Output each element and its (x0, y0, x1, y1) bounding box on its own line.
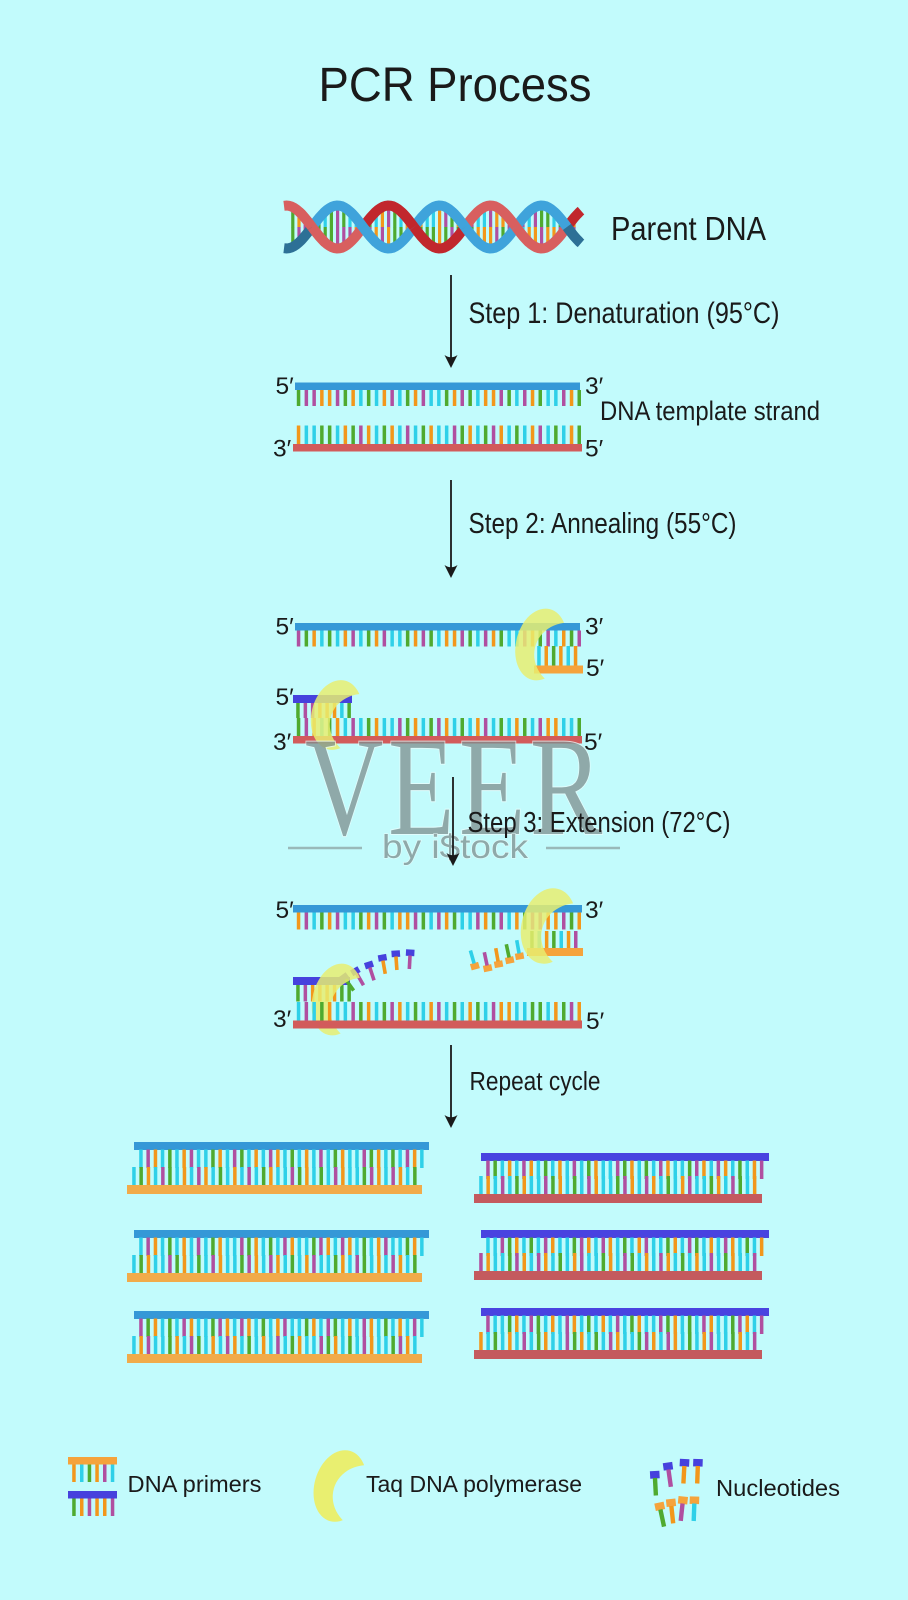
svg-text:3′: 3′ (273, 729, 292, 756)
svg-text:5′: 5′ (276, 897, 295, 924)
svg-text:5′: 5′ (585, 436, 604, 463)
svg-text:3′: 3′ (273, 1006, 292, 1033)
svg-text:by i$tock: by i$tock (382, 828, 529, 865)
svg-text:DNA primers: DNA primers (128, 1471, 262, 1497)
svg-text:3′: 3′ (273, 436, 292, 463)
svg-text:Step 1: Denaturation (95°C): Step 1: Denaturation (95°C) (469, 297, 780, 330)
svg-text:5′: 5′ (586, 1008, 605, 1035)
svg-text:3′: 3′ (585, 373, 604, 400)
svg-text:Nucleotides: Nucleotides (716, 1475, 840, 1501)
svg-text:Taq DNA polymerase: Taq DNA polymerase (366, 1471, 582, 1497)
svg-text:PCR Process: PCR Process (319, 59, 592, 112)
svg-text:5′: 5′ (584, 729, 603, 756)
svg-text:5′: 5′ (276, 373, 295, 400)
svg-text:5′: 5′ (586, 655, 605, 682)
svg-text:5′: 5′ (276, 614, 295, 641)
svg-text:3′: 3′ (585, 897, 604, 924)
svg-text:Step 3: Extension (72°C): Step 3: Extension (72°C) (468, 807, 731, 839)
svg-text:Step 2: Annealing (55°C): Step 2: Annealing (55°C) (469, 508, 737, 540)
svg-text:3′: 3′ (585, 614, 604, 641)
svg-text:Repeat cycle: Repeat cycle (470, 1068, 601, 1096)
svg-text:5′: 5′ (276, 684, 295, 711)
svg-text:Parent DNA: Parent DNA (611, 210, 766, 247)
svg-text:DNA template strand: DNA template strand (600, 396, 820, 426)
